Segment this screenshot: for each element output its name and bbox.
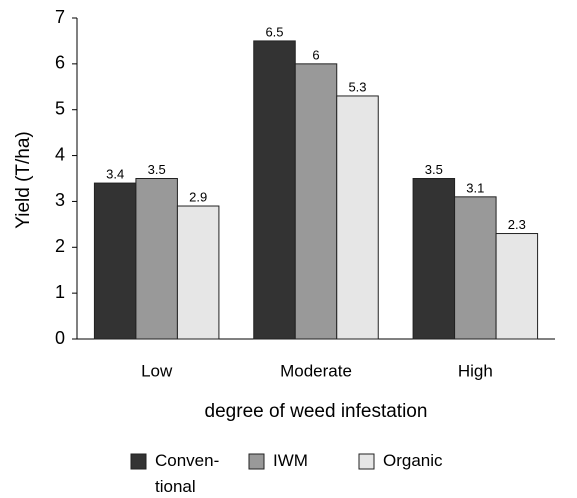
bar bbox=[135, 178, 178, 340]
value-label: 6 bbox=[312, 47, 319, 62]
value-label: 3.5 bbox=[425, 162, 443, 177]
bar bbox=[176, 205, 220, 340]
value-label: 2.3 bbox=[508, 217, 526, 232]
y-tick-label: 1 bbox=[55, 282, 65, 302]
y-tick-label: 3 bbox=[55, 190, 65, 210]
legend-swatch bbox=[130, 453, 147, 470]
value-label: 3.1 bbox=[466, 180, 484, 195]
y-tick-label: 6 bbox=[55, 53, 65, 73]
value-label: 3.4 bbox=[106, 167, 124, 182]
x-tick-label: Moderate bbox=[280, 361, 352, 380]
bar bbox=[253, 40, 296, 340]
y-tick-label: 2 bbox=[55, 236, 65, 256]
legend-label: Organic bbox=[383, 451, 443, 470]
value-label: 5.3 bbox=[348, 79, 366, 94]
bar bbox=[495, 233, 539, 340]
legend-label: Conven-tional bbox=[155, 451, 219, 496]
y-tick-label: 0 bbox=[55, 328, 65, 348]
value-label: 3.5 bbox=[148, 162, 166, 177]
y-axis-title: Yield (T/ha) bbox=[13, 131, 34, 229]
bar bbox=[412, 178, 456, 340]
bar bbox=[336, 95, 379, 340]
legend-swatch bbox=[248, 453, 265, 470]
y-tick-label: 4 bbox=[55, 144, 65, 164]
bar bbox=[93, 182, 137, 340]
bar bbox=[454, 196, 497, 340]
value-label: 6.5 bbox=[265, 24, 283, 39]
y-tick-label: 5 bbox=[55, 98, 65, 118]
x-axis-title: degree of weed infestation bbox=[205, 401, 428, 422]
bar bbox=[294, 63, 338, 340]
value-label: 2.9 bbox=[189, 189, 207, 204]
legend-label: IWM bbox=[273, 451, 308, 470]
x-tick-label: Low bbox=[141, 361, 173, 380]
x-tick-label: High bbox=[458, 361, 493, 380]
legend-swatch bbox=[358, 453, 375, 470]
y-tick-label: 7 bbox=[55, 7, 65, 27]
